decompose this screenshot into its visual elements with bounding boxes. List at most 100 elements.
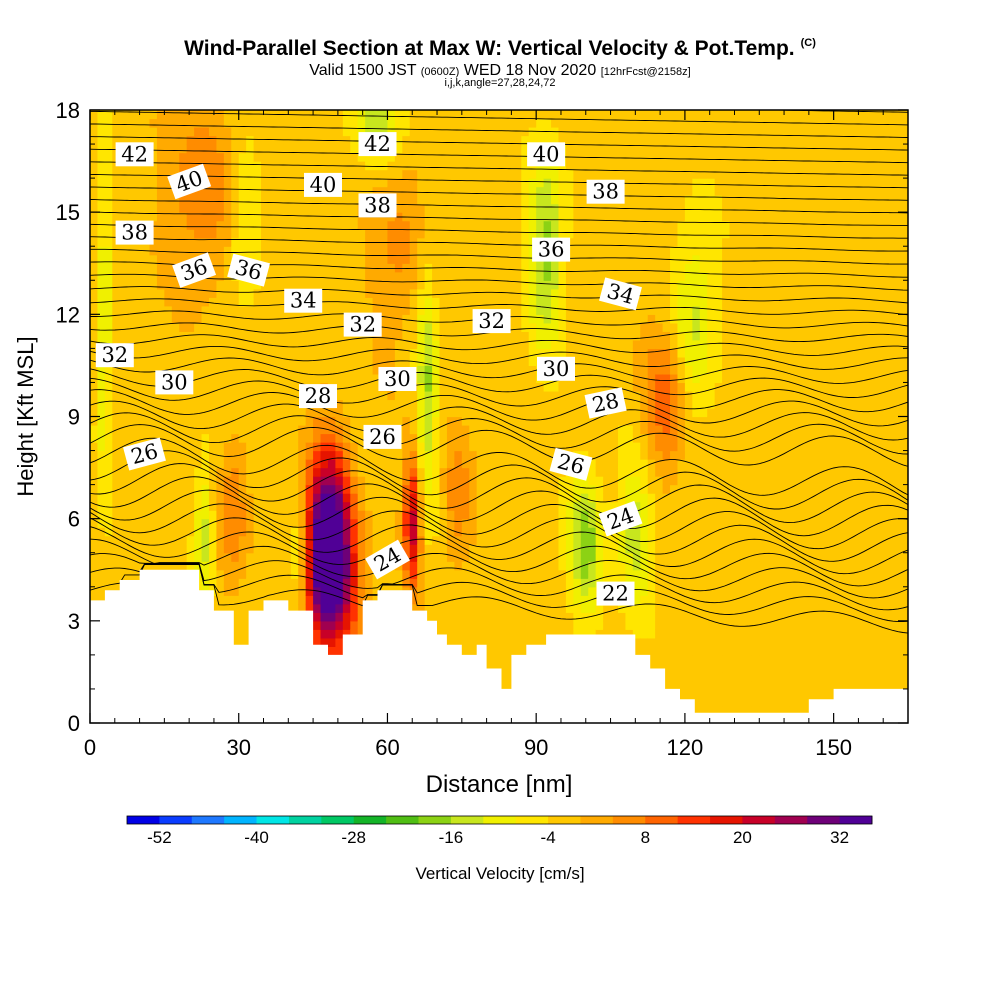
velocity-cell <box>402 331 411 341</box>
velocity-cell <box>179 195 188 205</box>
velocity-cell <box>149 365 158 375</box>
velocity-cell <box>313 416 322 426</box>
velocity-cell <box>327 595 336 605</box>
velocity-cell <box>506 586 515 596</box>
velocity-cell <box>201 118 210 128</box>
velocity-cell <box>149 118 158 128</box>
velocity-cell <box>446 280 455 290</box>
velocity-cell <box>484 237 493 247</box>
velocity-cell <box>536 110 545 120</box>
velocity-cell <box>298 203 307 213</box>
velocity-cell <box>409 484 418 494</box>
velocity-cell <box>432 442 441 452</box>
velocity-cell <box>253 288 262 298</box>
velocity-cell <box>439 467 448 477</box>
velocity-cell <box>461 518 470 528</box>
velocity-cell <box>380 356 389 367</box>
velocity-cell <box>424 339 433 349</box>
velocity-cell <box>461 612 470 622</box>
velocity-cell <box>476 586 485 596</box>
velocity-cell <box>558 603 567 613</box>
velocity-cell <box>506 535 515 545</box>
velocity-cell <box>194 527 203 537</box>
velocity-cell <box>521 518 530 528</box>
velocity-cell <box>261 433 270 443</box>
velocity-cell <box>499 271 508 281</box>
velocity-cell <box>268 373 277 384</box>
velocity-cell <box>461 637 470 647</box>
velocity-cell <box>499 629 508 639</box>
velocity-cell <box>216 220 225 230</box>
velocity-cell <box>261 373 270 384</box>
velocity-cell <box>439 195 448 205</box>
velocity-cell <box>238 578 247 588</box>
velocity-cell <box>417 442 426 452</box>
velocity-cell <box>491 612 500 622</box>
velocity-cell <box>491 654 500 664</box>
velocity-cell <box>491 501 500 511</box>
velocity-cell <box>216 407 225 418</box>
velocity-cell <box>432 382 441 392</box>
velocity-cell <box>380 407 389 418</box>
velocity-cell <box>127 433 136 443</box>
velocity-cell <box>90 407 99 418</box>
velocity-cell <box>142 348 151 358</box>
velocity-cell <box>90 433 99 443</box>
velocity-cell <box>603 620 612 630</box>
velocity-cell <box>313 365 322 375</box>
velocity-cell <box>357 356 366 367</box>
velocity-cell <box>565 399 574 409</box>
velocity-cell <box>417 510 426 520</box>
velocity-cell <box>350 220 359 230</box>
velocity-cell <box>298 373 307 384</box>
velocity-cell <box>305 578 314 588</box>
velocity-cell <box>216 135 225 145</box>
velocity-cell <box>573 433 582 443</box>
velocity-cell <box>357 127 366 137</box>
velocity-cell <box>246 152 255 162</box>
velocity-cell <box>246 288 255 298</box>
velocity-cell <box>603 569 612 579</box>
velocity-cell <box>119 493 128 503</box>
velocity-cell <box>216 263 225 273</box>
velocity-cell <box>506 135 515 145</box>
velocity-cell <box>469 510 478 520</box>
velocity-cell <box>536 229 545 239</box>
velocity-cell <box>231 527 240 537</box>
velocity-cell <box>179 229 188 239</box>
velocity-cell <box>298 263 307 273</box>
velocity-cell <box>104 407 113 418</box>
velocity-cell <box>521 578 530 588</box>
velocity-cell <box>201 484 210 494</box>
velocity-cell <box>186 297 195 307</box>
velocity-cell <box>320 433 329 443</box>
velocity-cell <box>476 433 485 443</box>
velocity-cell <box>149 373 158 384</box>
velocity-cell <box>246 339 255 349</box>
velocity-cell <box>432 569 441 579</box>
velocity-cell <box>469 288 478 298</box>
velocity-cell <box>543 322 552 332</box>
velocity-cell <box>194 127 203 137</box>
velocity-cell <box>409 203 418 213</box>
velocity-cell <box>104 331 113 341</box>
velocity-cell <box>521 246 530 256</box>
velocity-cell <box>142 544 151 554</box>
velocity-cell <box>543 544 552 554</box>
velocity-cell <box>208 552 218 562</box>
velocity-cell <box>216 152 225 162</box>
velocity-cell <box>521 118 530 128</box>
velocity-cell <box>484 263 493 273</box>
velocity-cell <box>380 254 389 264</box>
velocity-cell <box>283 442 292 452</box>
velocity-cell <box>365 280 374 290</box>
velocity-cell <box>149 501 158 511</box>
velocity-cell <box>246 331 255 341</box>
velocity-cell <box>201 373 210 384</box>
velocity-cell <box>439 220 448 230</box>
velocity-cell <box>469 212 478 222</box>
velocity-cell <box>454 510 463 520</box>
velocity-cell <box>417 578 426 588</box>
velocity-cell <box>551 118 560 128</box>
velocity-cell <box>499 442 508 452</box>
